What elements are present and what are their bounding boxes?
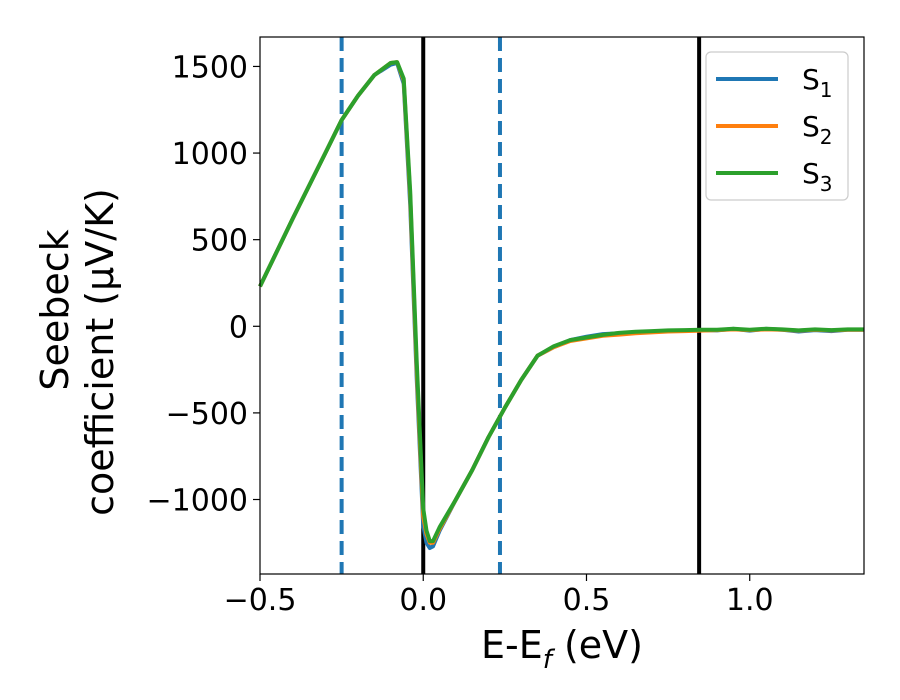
legend: S1 S2 S3 [705,51,849,201]
legend-label-3: S3 [802,157,833,196]
plot-frame [259,36,865,575]
y-tick-label: −500 [166,397,248,432]
series-line-3 [258,60,864,544]
legend-label-1: S1 [802,63,833,102]
y-tick-label: 0 [229,310,248,345]
x-tick-label: 0.0 [399,583,447,618]
y-axis-label-line1: Seebeck [33,229,77,390]
x-axis-ticks: −0.5 0.0 0.5 1.0 [224,574,774,618]
y-axis-ticks: −1000 −500 0 500 1000 1500 [147,50,260,519]
x-tick-label: −0.5 [224,583,297,618]
x-tick-label: 0.5 [563,583,611,618]
y-tick-label: 1000 [172,137,248,172]
y-tick-label: 500 [191,224,248,259]
y-tick-label: 1500 [172,50,248,85]
series-layer [258,60,864,550]
x-tick-label: 1.0 [726,583,774,618]
y-axis-label-line2: coefficient (μV/K) [78,188,122,516]
x-axis-label: E-Ef (eV) [481,623,643,675]
y-tick-label: −1000 [147,484,248,519]
legend-label-2: S2 [802,110,833,149]
reference-lines [339,37,702,574]
